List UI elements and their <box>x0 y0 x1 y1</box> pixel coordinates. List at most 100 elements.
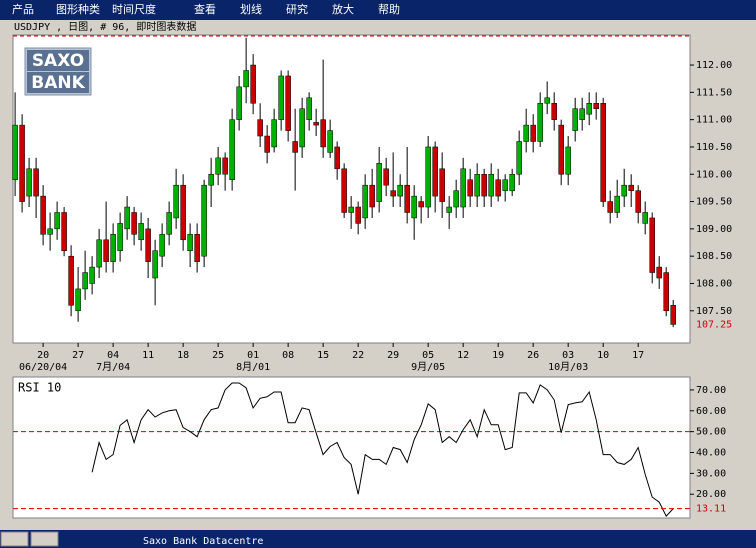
candle-body <box>124 206 130 230</box>
y-tick-label: 111.50 <box>696 87 732 98</box>
x-tick-label: 17 <box>632 350 644 361</box>
candle-body <box>621 184 627 197</box>
chart-header: USDJPY , 日图, # 96, 即时图表数据 <box>14 20 196 33</box>
candle-body <box>656 266 662 279</box>
menu-item[interactable]: 产品 <box>12 2 34 16</box>
candle-body <box>306 97 312 120</box>
logo-text: BANK <box>31 73 85 93</box>
candle-body <box>600 103 606 202</box>
candle-body <box>250 64 256 104</box>
logo: SAXO BANK <box>24 47 92 96</box>
y-tick-label: 108.00 <box>696 278 732 289</box>
x-tick-label: 15 <box>317 350 329 361</box>
x-tick-label: 08 <box>282 350 294 361</box>
candle-body <box>614 195 620 213</box>
x-tick-label: 27 <box>72 350 84 361</box>
candle-body <box>663 272 669 312</box>
y-tick-label: 107.50 <box>696 306 732 317</box>
candle-body <box>432 146 438 197</box>
candle-body <box>229 119 235 180</box>
candle-body <box>194 234 200 262</box>
candle-body <box>453 190 459 208</box>
x-tick-label: 19 <box>492 350 504 361</box>
y-tick-label: 110.50 <box>696 142 732 153</box>
logo-text: SAXO <box>32 51 84 71</box>
candle-body <box>474 174 480 197</box>
candle-body <box>166 212 172 235</box>
candle-body <box>61 212 67 251</box>
candle-body <box>173 184 179 219</box>
candle-body <box>327 130 333 153</box>
candle-body <box>292 141 298 153</box>
price-panel <box>12 34 691 344</box>
y-tick-label: 112.00 <box>696 60 732 71</box>
candle-body <box>362 184 368 219</box>
candle-body <box>481 174 487 197</box>
candle-body <box>383 168 389 186</box>
candle-body <box>516 141 522 175</box>
candle-body <box>642 212 648 224</box>
candle-body <box>313 122 319 126</box>
y-tick-label: 30.00 <box>696 468 726 479</box>
candle-body <box>47 228 53 235</box>
candle-body <box>509 174 515 191</box>
candle-body <box>390 190 396 197</box>
candle-body <box>670 305 676 325</box>
candle-body <box>341 168 347 213</box>
x-month-label: 10月/03 <box>548 361 588 373</box>
candle-body <box>334 146 340 170</box>
candle-body <box>159 234 165 257</box>
scroll-button[interactable] <box>0 531 29 547</box>
candle-body <box>145 228 151 262</box>
candle-body <box>180 184 186 241</box>
menu-item[interactable]: 时间尺度 <box>112 2 156 16</box>
x-month-label: 9月/05 <box>411 361 445 373</box>
y-tick-label: 70.00 <box>696 385 726 396</box>
candle-body <box>299 108 305 148</box>
logo-bottom <box>27 72 89 93</box>
x-tick-label: 20 <box>37 350 49 361</box>
rsi-title: RSI 10 <box>18 381 61 395</box>
menu-item[interactable]: 图形种类 <box>56 2 100 16</box>
menu-item[interactable]: 查看 <box>194 2 216 16</box>
y-tick-label: 109.00 <box>696 224 732 235</box>
menu-bar <box>0 0 756 20</box>
candle-body <box>446 206 452 213</box>
candle-body <box>264 135 270 153</box>
candle-body <box>68 255 74 306</box>
candle-body <box>257 119 263 137</box>
candle-body <box>397 184 403 197</box>
y-tick-label: 50.00 <box>696 427 726 438</box>
logo-top <box>27 50 89 71</box>
candle-body <box>495 179 501 197</box>
candle-body <box>75 288 81 312</box>
candle-body <box>26 168 32 197</box>
candle-body <box>460 168 466 208</box>
candle-body <box>586 103 592 115</box>
menu: 产品 图形种类 时间尺度 查看 划线 研究 放大 帮助 <box>12 2 400 16</box>
y-tick-label: 111.00 <box>696 115 732 126</box>
candle-body <box>467 179 473 197</box>
candle-body <box>54 212 60 230</box>
menu-item[interactable]: 研究 <box>286 2 308 16</box>
candle-body <box>117 223 123 251</box>
candle-body <box>572 108 578 131</box>
candle-body <box>439 168 445 202</box>
y-tick-label: 20.00 <box>696 489 726 500</box>
x-month-label: 8月/01 <box>236 361 270 373</box>
candle-body <box>40 195 46 235</box>
candle-body <box>607 201 613 213</box>
candle-body <box>12 124 18 180</box>
candle-body <box>243 70 249 88</box>
status-bar <box>0 530 756 548</box>
candle-body <box>33 168 39 197</box>
candle-body <box>635 190 641 213</box>
y-tick-label: 109.50 <box>696 197 732 208</box>
menu-item[interactable]: 划线 <box>240 2 262 16</box>
menu-item[interactable]: 放大 <box>332 2 354 16</box>
menu-item[interactable]: 帮助 <box>378 2 400 16</box>
candle-body <box>649 217 655 273</box>
scroll-button[interactable] <box>30 531 59 547</box>
